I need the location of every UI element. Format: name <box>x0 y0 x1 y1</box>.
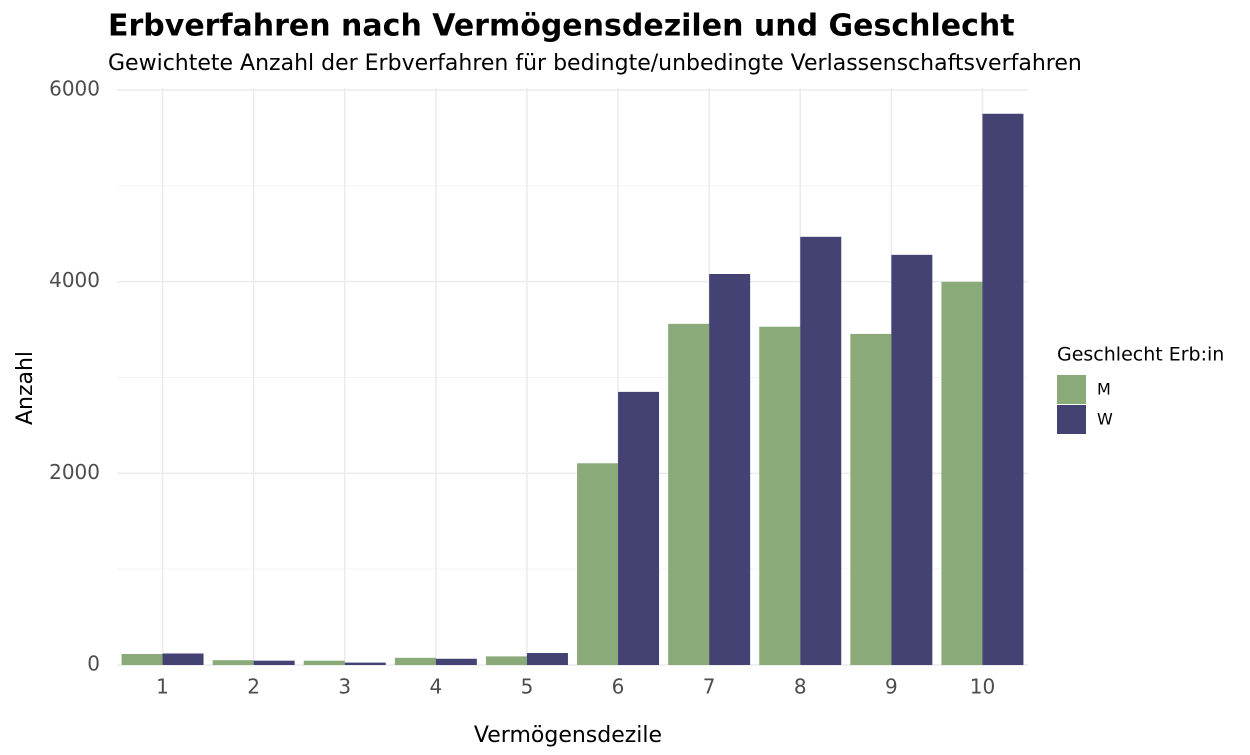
legend-label: M <box>1097 380 1111 399</box>
bar <box>618 391 660 665</box>
bar <box>850 333 892 665</box>
bar <box>162 653 204 665</box>
bar <box>435 658 477 665</box>
x-tick-label: 2 <box>247 675 260 699</box>
y-tick-label: 6000 <box>49 77 100 101</box>
bar <box>577 463 619 665</box>
chart-title: Erbverfahren nach Vermögensdezilen und G… <box>108 9 1015 44</box>
chart-subtitle: Gewichtete Anzahl der Erbverfahren für b… <box>108 51 1082 76</box>
x-tick-label: 8 <box>794 675 807 699</box>
bar <box>759 326 801 665</box>
bar <box>485 656 527 665</box>
bar <box>891 254 933 666</box>
bar <box>982 113 1024 666</box>
bar <box>668 323 710 665</box>
legend-swatch <box>1057 405 1086 434</box>
bar <box>941 281 983 665</box>
bar <box>212 660 254 665</box>
y-axis-label: Anzahl <box>13 351 38 425</box>
bar <box>526 653 568 665</box>
x-axis-label: Vermögensdezile <box>474 723 662 748</box>
x-tick-label: 6 <box>612 675 625 699</box>
x-tick-label: 7 <box>703 675 716 699</box>
y-tick-label: 4000 <box>49 268 100 292</box>
bar <box>121 653 163 665</box>
x-tick-label: 5 <box>521 675 534 699</box>
bar <box>800 236 842 666</box>
bar <box>344 662 386 665</box>
bar <box>709 274 751 665</box>
x-tick-label: 4 <box>429 675 442 699</box>
x-tick-label: 1 <box>156 675 169 699</box>
bar <box>394 657 436 665</box>
y-tick-label: 2000 <box>49 460 100 484</box>
bar <box>253 660 295 665</box>
legend-swatch <box>1057 375 1086 404</box>
x-tick-label: 10 <box>970 675 995 699</box>
x-tick-label: 3 <box>338 675 351 699</box>
legend-label: W <box>1097 410 1113 429</box>
bar <box>303 660 345 665</box>
x-tick-label: 9 <box>885 675 898 699</box>
y-tick-label: 0 <box>87 652 100 676</box>
legend-title: Geschlecht Erb:in <box>1057 344 1224 366</box>
